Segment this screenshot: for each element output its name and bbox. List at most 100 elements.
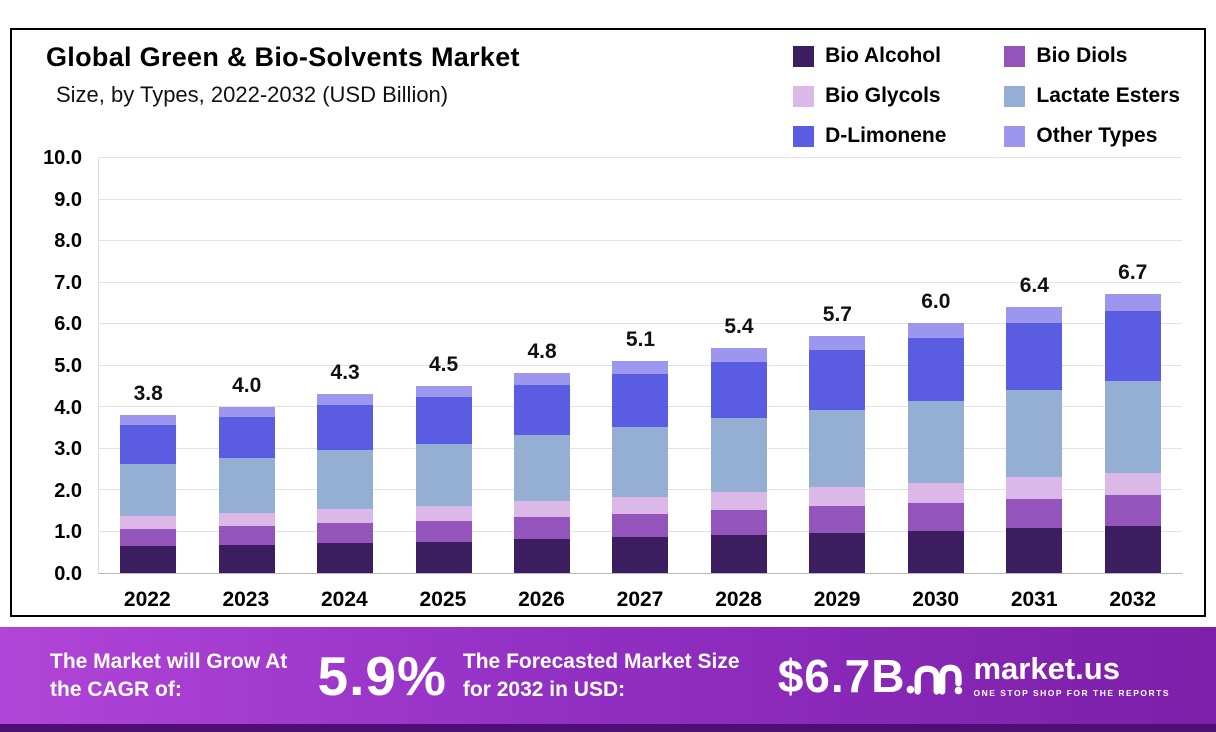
bar-segment-bio-diols: [907, 503, 964, 531]
bar-column-2031: 6.4: [985, 274, 1083, 573]
forecast-value: $6.7B: [777, 649, 906, 702]
gridline: [99, 240, 1182, 241]
bar-segment-bio-diols: [218, 526, 275, 545]
chart-titles: Global Green & Bio-Solvents Market Size,…: [34, 42, 520, 108]
bar-segment-bio-glycols: [809, 487, 866, 507]
bar-segment-bio-glycols: [1104, 472, 1161, 496]
bar-segment-lactate-esters: [907, 400, 964, 484]
bar-segment-lactate-esters: [415, 444, 472, 507]
bar-segment-bio-diols: [1006, 498, 1063, 528]
bar-column-2025: 4.5: [394, 353, 492, 573]
brand-text: market.us ONE STOP SHOP FOR THE REPORTS: [973, 653, 1170, 698]
bar-segment-other-types: [907, 323, 964, 339]
bar-segment-other-types: [514, 373, 571, 386]
bar-stack-2032: [1104, 294, 1161, 573]
bar-stack-2026: [514, 373, 571, 573]
bar-column-2032: 6.7: [1084, 261, 1182, 573]
x-axis-label: 2032: [1109, 588, 1157, 611]
brand-tagline: ONE STOP SHOP FOR THE REPORTS: [973, 688, 1170, 698]
bar-stack-2029: [809, 335, 866, 573]
cagr-value: 5.9%: [317, 644, 447, 707]
bar-segment-other-types: [120, 414, 177, 425]
bar-total-label: 5.1: [625, 327, 656, 351]
bar-segment-lactate-esters: [317, 449, 374, 509]
bar-segment-d-limonene: [218, 416, 275, 459]
bar-segment-bio-glycols: [612, 496, 669, 514]
chart-body: 0.0 1.0 2.0 3.0 4.0 5.0 6.0 7.0 8.0 9.0 10.0 3.8 4.…: [34, 148, 1182, 584]
bar-segment-other-types: [809, 335, 866, 351]
banner-strip: [0, 724, 1216, 732]
bar-column-2024: 4.3: [296, 361, 394, 573]
legend-label: Bio Glycols: [825, 84, 941, 107]
bar-total-label: 4.0: [232, 373, 262, 397]
gridline: [99, 198, 1182, 200]
bar-segment-d-limonene: [120, 424, 177, 465]
bar-stack-2022: [120, 414, 177, 573]
y-tick-label: 3.0: [54, 438, 82, 461]
bar-total-label: 6.0: [921, 290, 951, 314]
bar-segment-bio-glycols: [907, 483, 964, 504]
bar-column-2028: 5.4: [690, 315, 788, 573]
legend-swatch-bio-glycols: [793, 85, 815, 107]
bar-segment-bio-glycols: [710, 492, 767, 511]
bar-total-label: 4.5: [428, 352, 459, 376]
x-axis-label: 2029: [813, 588, 861, 611]
y-tick-label: 8.0: [54, 230, 82, 253]
chart-title: Global Green & Bio-Solvents Market: [46, 42, 520, 72]
bar-segment-bio-alcohol: [317, 542, 374, 573]
bar-segment-bio-diols: [317, 523, 374, 543]
bar-segment-bio-diols: [514, 516, 571, 539]
marketus-logo-icon: [907, 664, 963, 695]
chart-header: Global Green & Bio-Solvents Market Size,…: [34, 42, 1182, 148]
bar-segment-d-limonene: [1104, 310, 1161, 381]
legend-item-bio-diols: Bio Diols: [1004, 44, 1180, 68]
bar-segment-bio-diols: [612, 513, 669, 537]
bar-segment-d-limonene: [809, 350, 866, 410]
x-axis-label: 2031: [1010, 588, 1058, 611]
y-tick-label: 6.0: [54, 313, 82, 336]
bar-total-label: 4.8: [527, 340, 557, 364]
y-tick-label: 9.0: [54, 188, 82, 211]
bar-segment-other-types: [317, 394, 374, 405]
bars: 3.8 4.0 4.3 4.5 4.8 5.1 5.4 5.7 6.0 6.4 6.7: [99, 158, 1182, 573]
bar-segment-bio-glycols: [120, 516, 177, 529]
legend-item-bio-alcohol: Bio Alcohol: [793, 44, 946, 68]
y-tick-label: 5.0: [54, 355, 82, 377]
bar-segment-bio-glycols: [317, 508, 374, 524]
bar-segment-other-types: [218, 406, 275, 417]
cagr-label: The Market will Grow At the CAGR of:: [50, 650, 288, 701]
x-axis-label: 2027: [616, 588, 664, 611]
legend-item-other-types: Other Types: [1004, 124, 1180, 148]
y-tick-label: 2.0: [54, 479, 82, 502]
bar-segment-other-types: [612, 360, 669, 374]
bar-segment-bio-alcohol: [710, 534, 767, 573]
bar-segment-d-limonene: [415, 397, 472, 445]
bar-segment-d-limonene: [710, 362, 767, 419]
x-axis-label: 2025: [419, 588, 467, 611]
y-axis: 0.0 1.0 2.0 3.0 4.0 5.0 6.0 7.0 8.0 9.0 10.0: [34, 148, 98, 584]
x-axis-label: 2028: [715, 588, 762, 611]
bar-segment-lactate-esters: [218, 458, 275, 514]
bar-segment-lactate-esters: [1006, 389, 1063, 478]
bar-total-label: 3.8: [133, 381, 163, 405]
x-axis-label: 2022: [123, 588, 171, 611]
bar-total-label: 4.3: [330, 361, 360, 385]
bar-segment-bio-glycols: [1006, 477, 1063, 499]
legend-label: Bio Alcohol: [825, 44, 941, 67]
bar-column-2023: 4.0: [197, 374, 295, 573]
bar-stack-2028: [710, 348, 767, 573]
bar-column-2029: 5.7: [788, 303, 886, 573]
bar-total-label: 6.4: [1019, 273, 1049, 297]
bar-segment-bio-alcohol: [612, 536, 669, 573]
gridline: [99, 157, 1182, 158]
footer-banner: The Market will Grow At the CAGR of: 5.9…: [0, 627, 1216, 724]
legend-swatch-lactate-esters: [1004, 85, 1026, 107]
bar-segment-bio-glycols: [415, 506, 472, 522]
forecast-label: The Forecasted Market Size for 2032 in U…: [462, 650, 740, 701]
legend-label: Lactate Esters: [1036, 84, 1180, 107]
bar-stack-2024: [317, 394, 374, 573]
chart-legend: Bio Alcohol Bio Diols Bio Glycols Lactate E…: [793, 44, 1180, 148]
bar-segment-bio-alcohol: [1104, 526, 1161, 573]
y-tick-label: 0.0: [54, 563, 82, 585]
